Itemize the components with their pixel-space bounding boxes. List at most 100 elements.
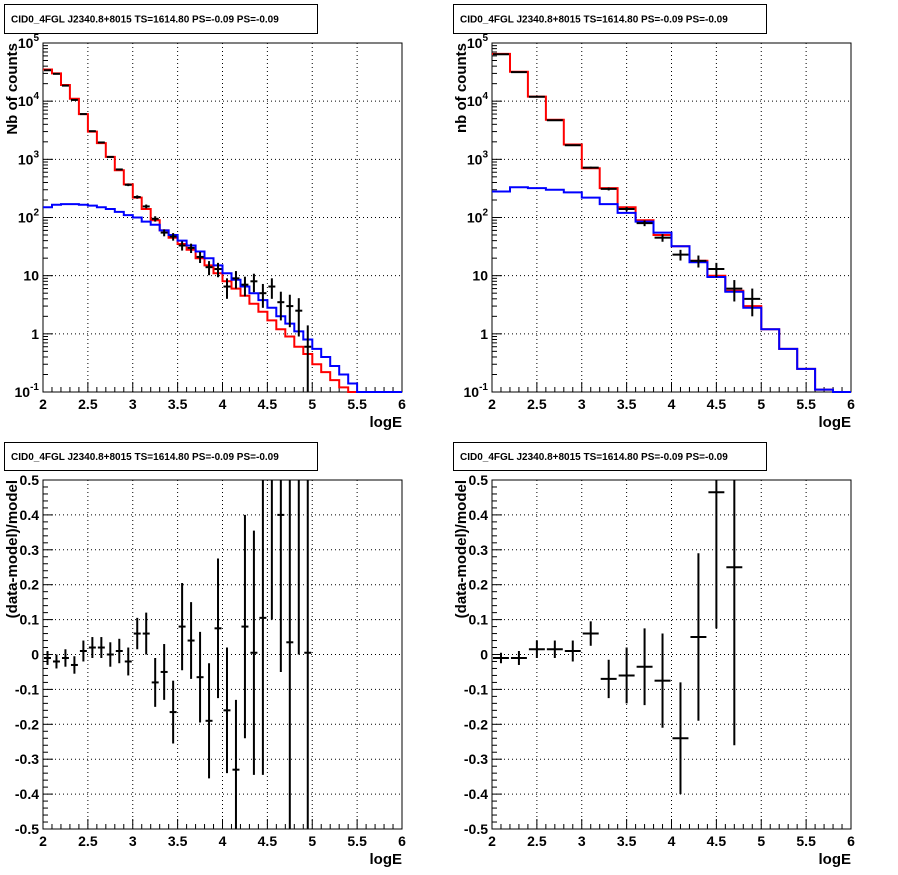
- data-point: [672, 249, 689, 261]
- data-point: [250, 530, 258, 775]
- y-tick-label: 0.4: [20, 507, 40, 523]
- y-tick-label: 0.2: [20, 577, 40, 593]
- data-point: [124, 647, 132, 676]
- data-point: [106, 155, 114, 158]
- x-tick-label: 5.5: [347, 396, 367, 412]
- data-point: [268, 278, 276, 299]
- x-tick-label: 3.5: [617, 396, 637, 412]
- y-tick-label: -0.3: [464, 751, 488, 767]
- y-tick-label: -0.2: [15, 716, 39, 732]
- x-tick-label: 5: [757, 396, 765, 412]
- data-point: [79, 113, 87, 116]
- series-line-2: [43, 203, 402, 393]
- data-point: [115, 168, 123, 171]
- data-point: [151, 216, 159, 222]
- data-point: [528, 640, 545, 658]
- x-axis-label: logE: [819, 851, 852, 868]
- chart-title: CID0_4FGL J2340.8+8015 TS=1614.80 PS=-0.…: [11, 15, 279, 26]
- y-tick-label: 1: [480, 326, 488, 342]
- data-point: [618, 647, 635, 704]
- x-tick-label: 3: [129, 396, 137, 412]
- data-point: [564, 144, 581, 147]
- data-point: [133, 195, 141, 199]
- data-point: [654, 234, 671, 242]
- y-tick-label: 0.1: [20, 612, 40, 628]
- y-tick-label: 105: [18, 33, 40, 51]
- x-tick-label: 5: [308, 833, 316, 849]
- x-tick-label: 3: [578, 833, 586, 849]
- data-point: [232, 271, 240, 289]
- y-tick-label: 0.1: [469, 612, 489, 628]
- y-tick-label: 10: [472, 268, 488, 284]
- y-tick-label: -0.3: [15, 751, 39, 767]
- data-point: [160, 644, 168, 700]
- data-point: [97, 141, 105, 144]
- x-tick-label: 3: [578, 396, 586, 412]
- x-tick-label: 6: [847, 833, 855, 849]
- data-point: [79, 640, 87, 662]
- data-point: [259, 283, 267, 308]
- data-point: [178, 582, 186, 671]
- data-point: [61, 649, 69, 667]
- data-point: [726, 280, 743, 302]
- x-tick-label: 6: [398, 833, 406, 849]
- x-axis-label: logE: [370, 851, 403, 868]
- data-point: [88, 130, 96, 133]
- y-tick-label: 102: [467, 208, 489, 226]
- y-tick-label: -0.1: [15, 681, 39, 697]
- y-tick-label: 0.3: [20, 542, 40, 558]
- y-tick-label: -0.4: [464, 786, 488, 802]
- data-point: [600, 187, 617, 191]
- y-axis-label: nb of counts: [453, 43, 470, 133]
- title-box: [4, 442, 318, 471]
- data-point: [88, 637, 96, 658]
- y-tick-label: 10-1: [15, 382, 40, 400]
- x-tick-label: 5.5: [347, 833, 367, 849]
- data-point: [223, 278, 231, 299]
- y-tick-label: 0: [480, 647, 488, 663]
- x-tick-label: 2.5: [78, 833, 98, 849]
- x-tick-label: 2: [488, 833, 496, 849]
- data-point: [277, 291, 285, 321]
- data-point: [160, 229, 168, 237]
- y-tick-label: -0.4: [15, 786, 39, 802]
- data-point: [286, 480, 294, 829]
- data-point: [241, 514, 249, 739]
- data-point: [178, 241, 186, 251]
- y-tick-label: -0.5: [15, 821, 39, 837]
- x-tick-label: 3.5: [168, 833, 188, 849]
- y-tick-label: 105: [467, 33, 489, 51]
- data-point: [672, 682, 689, 795]
- x-tick-label: 4.5: [707, 833, 727, 849]
- x-tick-label: 6: [847, 396, 855, 412]
- data-point: [493, 652, 509, 664]
- chart-title: CID0_4FGL J2340.8+8015 TS=1614.80 PS=-0.…: [460, 15, 728, 26]
- x-tick-label: 4.5: [258, 396, 278, 412]
- x-tick-label: 5: [308, 396, 316, 412]
- x-tick-label: 5.5: [796, 396, 816, 412]
- y-tick-label: 0.5: [469, 472, 489, 488]
- x-tick-label: 5.5: [796, 833, 816, 849]
- y-axis-label: (data-model)/model: [4, 480, 21, 618]
- data-point: [223, 647, 231, 774]
- data-point: [214, 558, 222, 699]
- data-point: [304, 325, 312, 392]
- panel-1: CID0_4FGL J2340.8+8015 TS=1614.80 PS=-0.…: [4, 4, 406, 431]
- y-tick-label: 104: [467, 91, 489, 109]
- x-axis-label: logE: [370, 414, 403, 431]
- y-axis-label: Nb of counts: [4, 43, 21, 135]
- data-point: [142, 612, 150, 655]
- y-tick-label: 0.3: [469, 542, 489, 558]
- data-point: [124, 183, 132, 187]
- x-tick-label: 3.5: [168, 396, 188, 412]
- data-point: [636, 220, 653, 227]
- y-tick-label: -0.1: [464, 681, 488, 697]
- x-tick-label: 4.5: [707, 396, 727, 412]
- data-point: [205, 261, 213, 276]
- data-point: [582, 621, 599, 646]
- data-point: [232, 699, 240, 829]
- y-tick-label: 1: [31, 326, 39, 342]
- y-tick-label: 0.2: [469, 577, 489, 593]
- data-point: [151, 657, 159, 707]
